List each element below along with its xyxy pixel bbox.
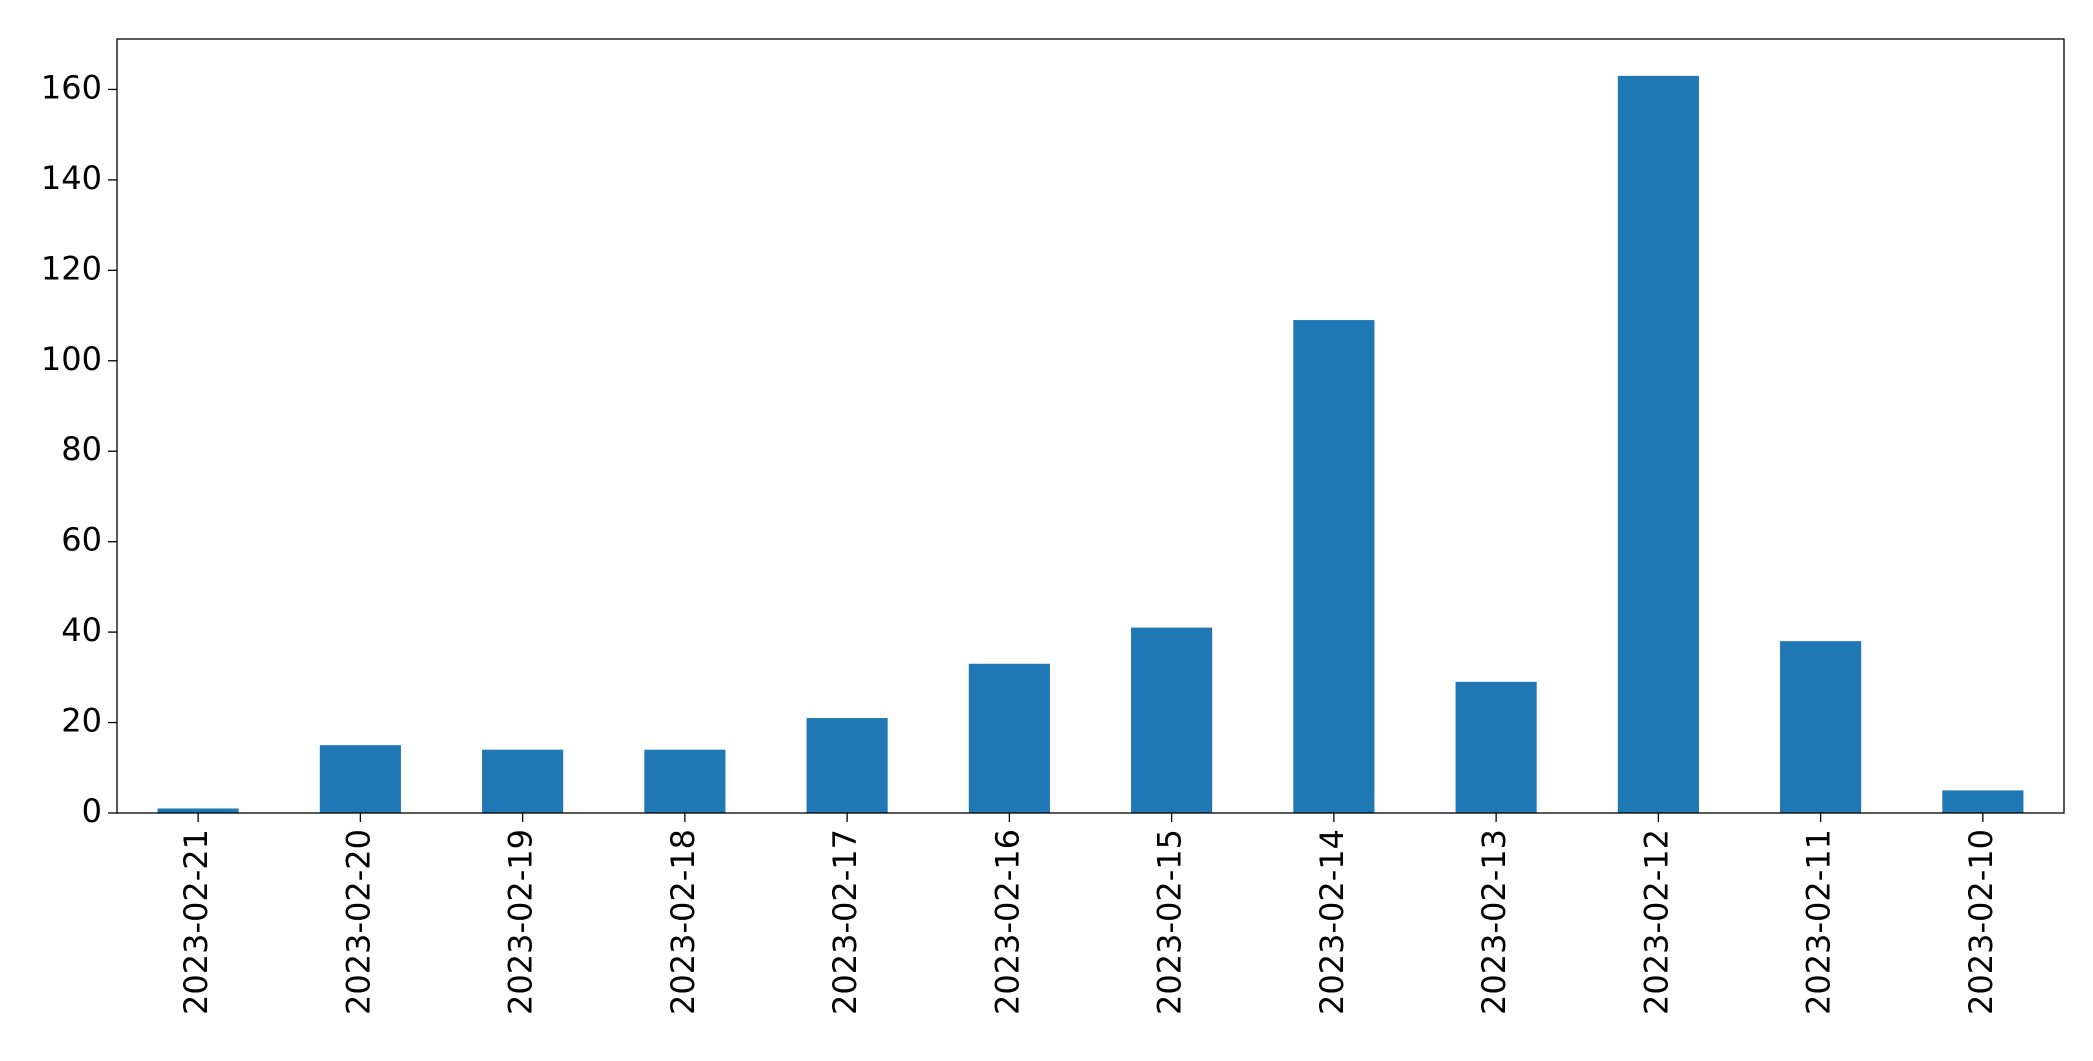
bar xyxy=(968,663,1050,813)
y-tick-label: 60 xyxy=(61,521,102,559)
y-tick-label: 40 xyxy=(61,611,102,649)
y-tick-label: 160 xyxy=(41,68,102,106)
bar xyxy=(1780,641,1862,813)
bar xyxy=(1942,790,2024,813)
y-tick-label: 140 xyxy=(41,159,102,197)
x-tick-label: 2023-02-19 xyxy=(502,829,540,1015)
y-tick-label: 120 xyxy=(41,249,102,287)
x-tick-label: 2023-02-13 xyxy=(1475,829,1513,1015)
bar xyxy=(1293,320,1375,813)
x-tick-label: 2023-02-12 xyxy=(1637,829,1675,1015)
x-tick-label: 2023-02-10 xyxy=(1962,829,2000,1015)
y-tick-label: 80 xyxy=(61,430,102,468)
x-tick-label: 2023-02-20 xyxy=(339,829,377,1015)
x-tick-label: 2023-02-21 xyxy=(177,829,215,1015)
bar xyxy=(644,749,726,813)
bar xyxy=(157,808,239,813)
bar xyxy=(806,718,888,813)
bar xyxy=(482,749,564,813)
bar xyxy=(319,745,401,813)
x-tick-label: 2023-02-16 xyxy=(988,829,1026,1015)
bar xyxy=(1455,681,1537,813)
plot-frame xyxy=(116,38,2065,814)
x-tick-label: 2023-02-11 xyxy=(1800,829,1838,1015)
y-tick-label: 0 xyxy=(82,792,102,830)
bar xyxy=(1617,75,1699,814)
x-tick-label: 2023-02-17 xyxy=(826,829,864,1015)
y-tick-label: 100 xyxy=(41,340,102,378)
x-tick-label: 2023-02-18 xyxy=(664,829,702,1015)
x-tick-label: 2023-02-14 xyxy=(1313,829,1351,1015)
x-tick-label: 2023-02-15 xyxy=(1151,829,1189,1015)
y-tick-label: 20 xyxy=(61,702,102,740)
bar xyxy=(1131,627,1213,813)
